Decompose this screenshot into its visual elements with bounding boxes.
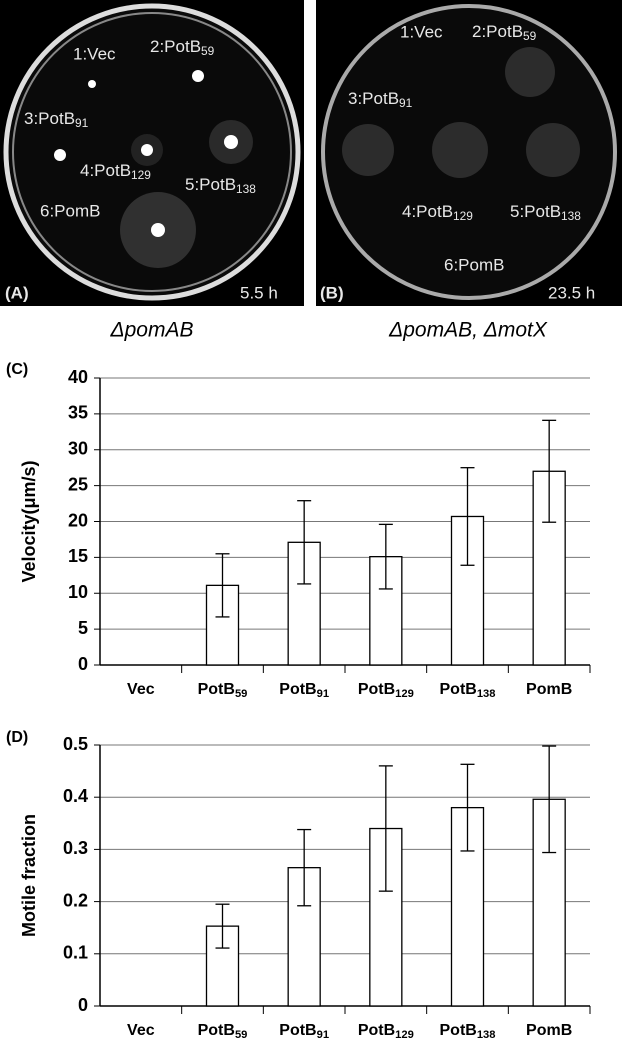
photo-label: 5:PotB138 — [185, 175, 256, 196]
x-tick-label: PotB91 — [279, 681, 329, 700]
colony — [192, 70, 204, 82]
panel-label: (C) — [6, 361, 28, 378]
y-tick-label: 35 — [68, 403, 88, 423]
photo-label: 3:PotB91 — [24, 109, 89, 130]
photo-label: 1:Vec — [73, 44, 116, 63]
caption: ΔpomAB — [110, 319, 194, 342]
x-tick-label: PotB138 — [440, 1022, 496, 1041]
swarm — [526, 123, 580, 177]
x-tick-label: PomB — [526, 1022, 572, 1039]
dish-rim-a — [12, 12, 292, 292]
colony — [54, 149, 66, 161]
colony — [224, 135, 238, 149]
y-tick-label: 20 — [68, 510, 88, 530]
x-tick-label: PotB138 — [440, 681, 496, 700]
y-tick-label: 0 — [78, 654, 88, 674]
y-tick-label: 15 — [68, 546, 88, 566]
caption: ΔpomAB, ΔmotX — [388, 319, 548, 342]
y-tick-label: 25 — [68, 474, 88, 494]
colony — [141, 144, 153, 156]
y-tick-label: 0 — [78, 995, 88, 1015]
photo-label: 6:PomB — [40, 201, 100, 220]
photo-label: 6:PomB — [444, 255, 504, 274]
x-tick-label: PotB59 — [198, 681, 248, 700]
x-tick-label: Vec — [127, 1022, 155, 1039]
y-tick-label: 10 — [68, 582, 88, 602]
panel-label: (B) — [320, 283, 344, 302]
y-tick-label: 0.2 — [63, 890, 88, 910]
photo-label: 1:Vec — [400, 22, 443, 41]
y-tick-label: 30 — [68, 439, 88, 459]
x-tick-label: PomB — [526, 681, 572, 698]
panel-label: (A) — [5, 283, 29, 302]
time-label: 5.5 h — [240, 283, 278, 302]
x-tick-label: PotB59 — [198, 1022, 248, 1041]
y-tick-label: 0.5 — [63, 734, 88, 754]
y-axis-label: Velocity(μm/s) — [19, 460, 39, 582]
x-tick-label: PotB129 — [358, 1022, 414, 1041]
photo-label: 5:PotB138 — [510, 202, 581, 223]
y-tick-label: 0.4 — [63, 786, 88, 806]
photo-label: 2:PotB59 — [150, 37, 215, 58]
y-tick-label: 0.3 — [63, 838, 88, 858]
y-tick-label: 0.1 — [63, 943, 88, 963]
panel-label: (D) — [6, 729, 28, 746]
y-tick-label: 40 — [68, 367, 88, 387]
photo-label: 4:PotB129 — [402, 202, 473, 223]
photo-label: 2:PotB59 — [472, 22, 537, 43]
swarm — [342, 124, 394, 176]
photo-label: 3:PotB91 — [348, 89, 413, 110]
swarm — [432, 122, 488, 178]
time-label: 23.5 h — [548, 283, 595, 302]
x-tick-label: PotB91 — [279, 1022, 329, 1041]
colony — [151, 223, 165, 237]
y-axis-label: Motile fraction — [19, 814, 39, 937]
photo-label: 4:PotB129 — [80, 161, 151, 182]
colony — [88, 80, 96, 88]
y-tick-label: 5 — [78, 618, 88, 638]
swarm — [505, 47, 555, 97]
x-tick-label: Vec — [127, 681, 155, 698]
x-tick-label: PotB129 — [358, 681, 414, 700]
